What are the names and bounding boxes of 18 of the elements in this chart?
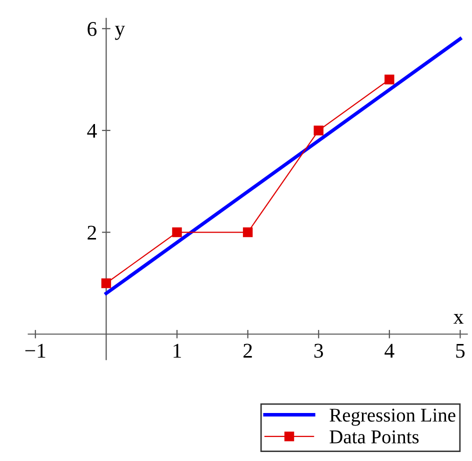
x-tick-label: 1 [174,344,181,358]
y-tick-label: 6 [88,22,97,36]
point [384,74,394,84]
point [314,126,324,136]
point [172,227,182,238]
x-tick-label: 5 [456,344,465,358]
x-axis-title: x [454,314,464,324]
x-tick-label: 2 [244,344,252,358]
x-tick-label: 3 [314,344,323,358]
x-tick-label: −1 [25,344,46,358]
y-axis-title: y [114,26,126,40]
legend-label: Data Points [330,430,419,444]
y-tick-label: 2 [88,226,96,240]
legend-label: Regression Line [330,408,456,426]
point [242,227,253,238]
point [101,278,112,288]
y-tick-label: 4 [87,124,97,138]
x-tick-label: 4 [384,344,394,358]
